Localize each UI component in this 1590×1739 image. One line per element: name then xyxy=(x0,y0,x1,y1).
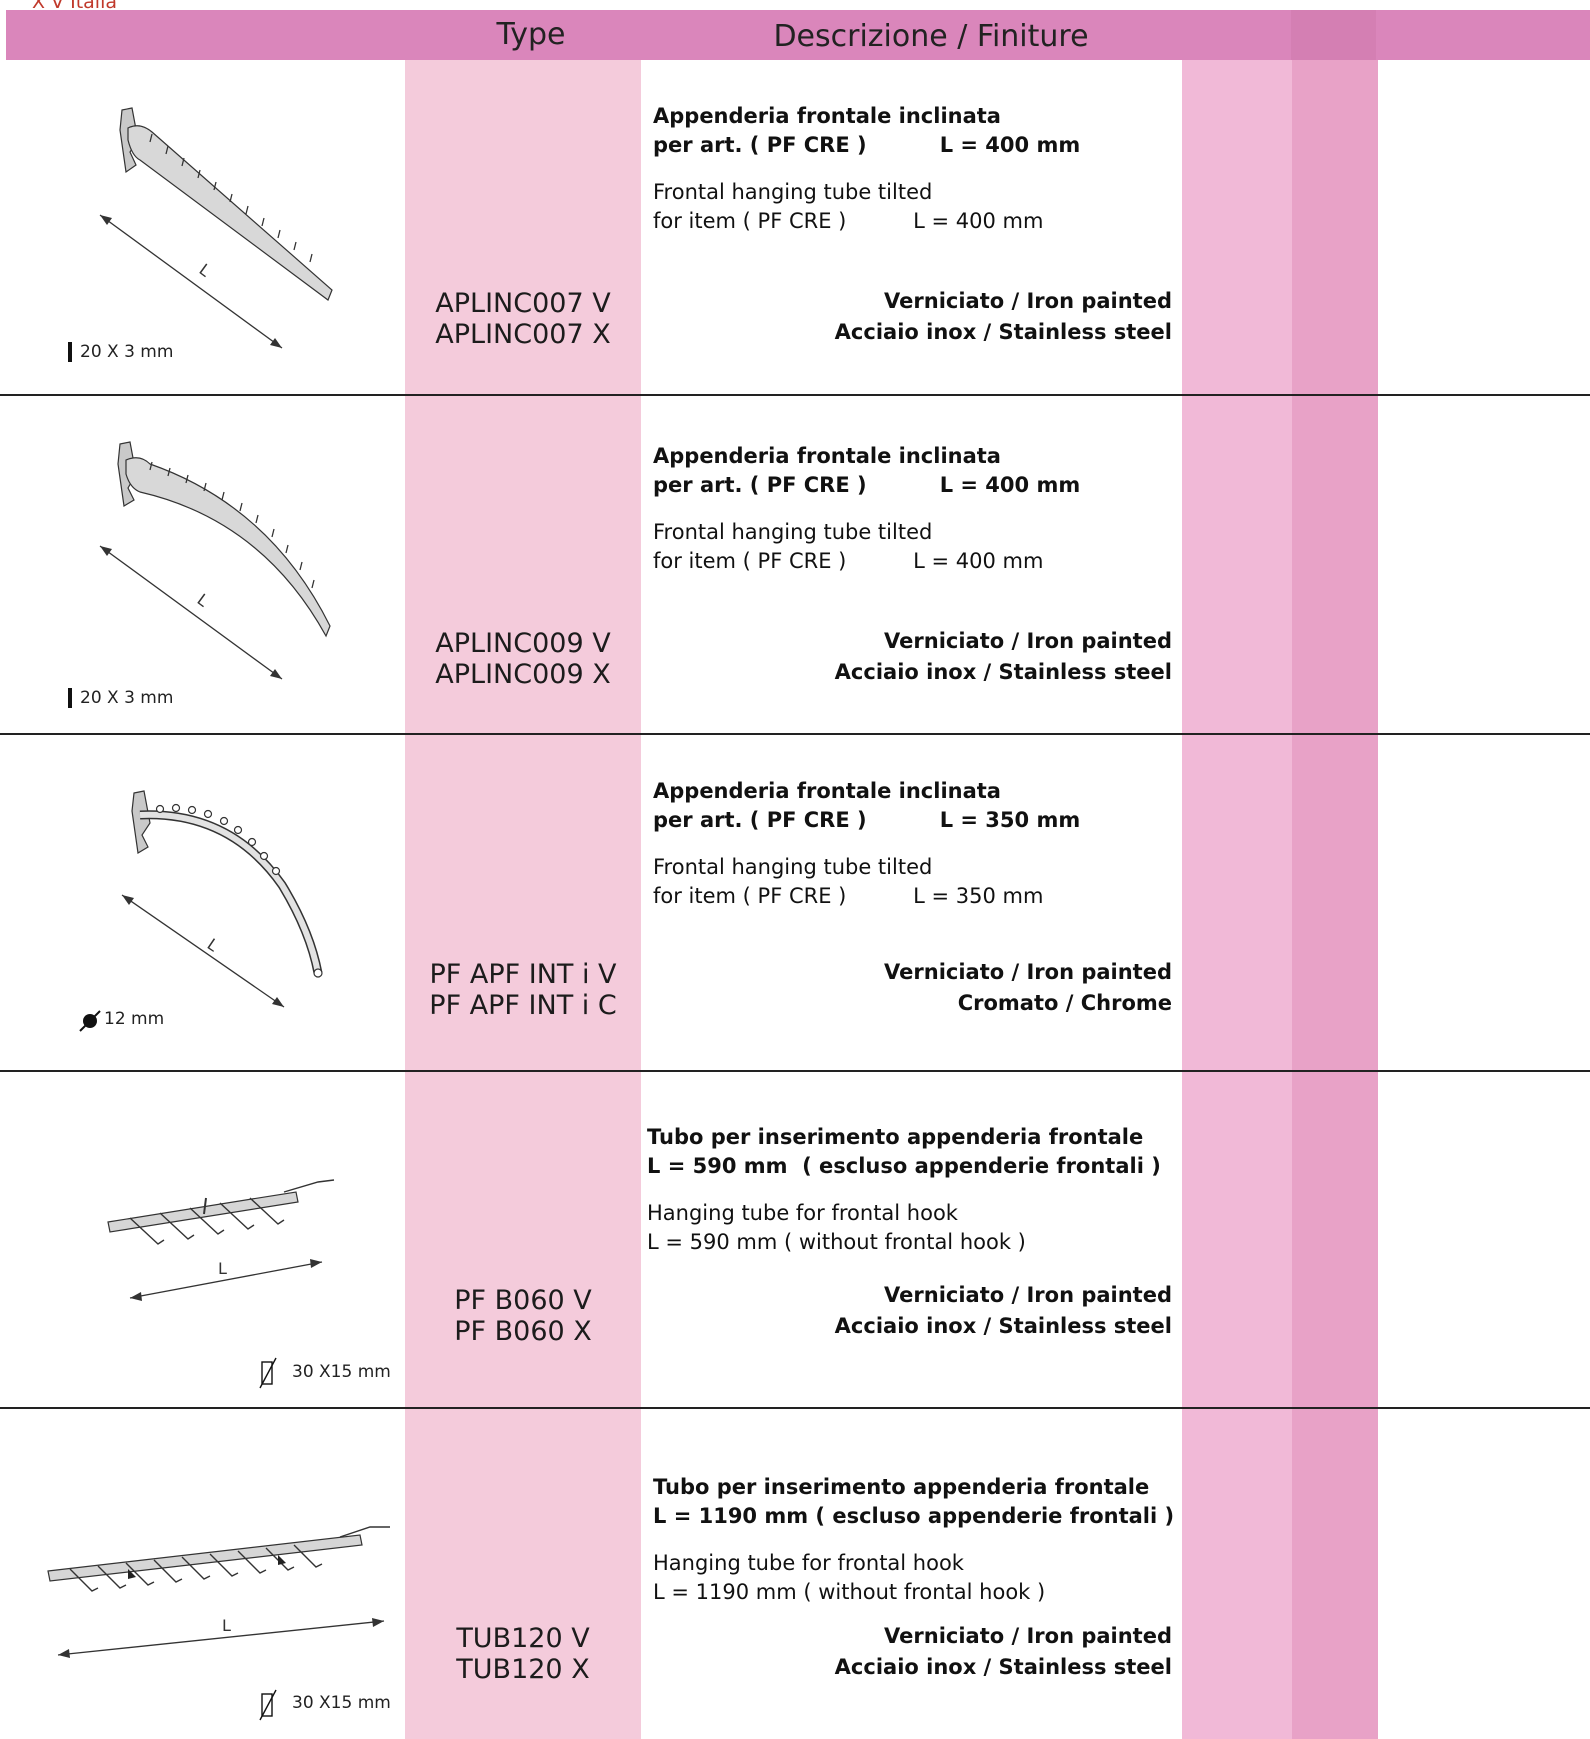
english-subtitle: L = 590 mm ( without frontal hook ) xyxy=(647,1230,1026,1254)
finishes: Verniciato / Iron painted Acciaio inox /… xyxy=(835,1621,1172,1683)
italian-subtitle: per art. ( PF CRE ) L = 350 mm xyxy=(653,808,1081,832)
finishes: Verniciato / Iron painted Acciaio inox /… xyxy=(835,626,1172,688)
product-row: L 20 X 3 mm APLINC009 V APLINC009 X Appe… xyxy=(0,396,1590,733)
italian-title: Appenderia frontale inclinata xyxy=(653,779,1001,803)
product-codes: PF APF INT i V PF APF INT i C xyxy=(405,959,641,1021)
product-drawing-straight-bracket: L xyxy=(99,107,333,349)
finish-option: Cromato / Chrome xyxy=(957,991,1172,1015)
english-title: Frontal hanging tube tilted xyxy=(653,180,933,204)
header-description: Descrizione / Finiture xyxy=(773,19,1089,54)
finish-option: Verniciato / Iron painted xyxy=(884,629,1172,653)
length-mark: L xyxy=(218,1259,227,1278)
dimension-label: 30 X15 mm xyxy=(292,1362,391,1382)
finish-option: Acciaio inox / Stainless steel xyxy=(834,1314,1172,1338)
finishes: Verniciato / Iron painted Acciaio inox /… xyxy=(835,286,1172,348)
product-code: PF APF INT i V xyxy=(429,959,617,990)
product-codes: APLINC009 V APLINC009 X xyxy=(405,628,641,690)
length-mark: L xyxy=(194,590,212,611)
finish-column-band-b xyxy=(1292,60,1378,1739)
product-drawing-curved-tube: L xyxy=(79,790,323,1032)
product-drawing-long-tube: L xyxy=(47,1526,390,1721)
rect-tube-section-icon xyxy=(259,1689,277,1721)
italian-title: Tubo per inserimento appenderia frontale xyxy=(653,1475,1150,1499)
dimension-label: 20 X 3 mm xyxy=(68,688,173,708)
product-code: TUB120 V xyxy=(456,1623,590,1654)
finish-option: Acciaio inox / Stainless steel xyxy=(834,1655,1172,1679)
length-mark: L xyxy=(204,935,222,956)
flat-bar-icon xyxy=(68,342,72,362)
type-column-band xyxy=(405,60,641,1739)
description: Appenderia frontale inclinata per art. (… xyxy=(653,102,1080,236)
product-code: PF B060 V xyxy=(454,1285,592,1316)
description: Appenderia frontale inclinata per art. (… xyxy=(653,442,1080,576)
header-type: Type xyxy=(496,17,566,52)
length-mark: L xyxy=(222,1616,231,1635)
product-code: APLINC007 X xyxy=(435,319,611,350)
header-band xyxy=(1291,10,1376,60)
rect-tube-section-icon xyxy=(259,1357,277,1389)
italian-subtitle: L = 1190 mm ( escluso appenderie frontal… xyxy=(653,1504,1175,1528)
english-subtitle: L = 1190 mm ( without frontal hook ) xyxy=(653,1580,1046,1604)
english-title: Frontal hanging tube tilted xyxy=(653,855,933,879)
row-divider xyxy=(0,733,1590,735)
product-code: PF APF INT i C xyxy=(429,990,617,1021)
english-title: Frontal hanging tube tilted xyxy=(653,520,933,544)
italian-title: Appenderia frontale inclinata xyxy=(653,104,1001,128)
product-codes: APLINC007 V APLINC007 X xyxy=(405,288,641,350)
description: Tubo per inserimento appenderia frontale… xyxy=(653,1473,1174,1607)
product-code: APLINC009 V xyxy=(435,628,611,659)
product-row: L 30 X15 mm TUB120 V TUB120 X Tubo per i… xyxy=(0,1409,1590,1739)
product-codes: TUB120 V TUB120 X xyxy=(405,1623,641,1685)
row-divider xyxy=(0,1070,1590,1072)
product-code: TUB120 X xyxy=(456,1654,590,1685)
product-codes: PF B060 V PF B060 X xyxy=(405,1285,641,1347)
product-code: PF B060 X xyxy=(454,1316,592,1347)
finish-option: Acciaio inox / Stainless steel xyxy=(834,320,1172,344)
description: Appenderia frontale inclinata per art. (… xyxy=(653,777,1080,911)
row-divider xyxy=(0,394,1590,396)
table-header: Type Descrizione / Finiture xyxy=(6,10,1590,60)
flat-bar-icon xyxy=(68,688,72,708)
product-code: APLINC007 V xyxy=(435,288,611,319)
english-title: Hanging tube for frontal hook xyxy=(647,1201,958,1225)
product-code: APLINC009 X xyxy=(435,659,611,690)
dimension-label: 20 X 3 mm xyxy=(68,342,173,362)
english-subtitle: for item ( PF CRE ) L = 400 mm xyxy=(653,549,1044,573)
italian-title: Appenderia frontale inclinata xyxy=(653,444,1001,468)
english-subtitle: for item ( PF CRE ) L = 350 mm xyxy=(653,884,1044,908)
finish-option: Verniciato / Iron painted xyxy=(884,1624,1172,1648)
description: Tubo per inserimento appenderia frontale… xyxy=(647,1123,1161,1257)
product-drawing-curved-bracket: L xyxy=(99,441,331,680)
row-divider xyxy=(0,1407,1590,1409)
product-drawing-short-tube: L xyxy=(107,1179,335,1389)
italian-subtitle: per art. ( PF CRE ) L = 400 mm xyxy=(653,473,1081,497)
italian-subtitle: per art. ( PF CRE ) L = 400 mm xyxy=(653,133,1081,157)
product-row: L 20 X 3 mm APLINC007 V APLINC007 X Appe… xyxy=(0,60,1590,394)
diameter-icon xyxy=(79,1010,101,1032)
english-title: Hanging tube for frontal hook xyxy=(653,1551,964,1575)
italian-title: Tubo per inserimento appenderia frontale xyxy=(647,1125,1144,1149)
product-row: L 12 mm PF APF INT i V PF APF INT i C Ap… xyxy=(0,735,1590,1070)
finish-option: Verniciato / Iron painted xyxy=(884,289,1172,313)
italian-subtitle: L = 590 mm ( escluso appenderie frontali… xyxy=(647,1154,1161,1178)
finishes: Verniciato / Iron painted Acciaio inox /… xyxy=(835,1280,1172,1342)
dimension-label: 30 X15 mm xyxy=(292,1693,391,1713)
dimension-label: 12 mm xyxy=(104,1009,165,1029)
brand-logo-text: X V Italia xyxy=(32,0,117,13)
finish-option: Verniciato / Iron painted xyxy=(884,1283,1172,1307)
english-subtitle: for item ( PF CRE ) L = 400 mm xyxy=(653,209,1044,233)
finishes: Verniciato / Iron painted Cromato / Chro… xyxy=(884,957,1172,1019)
length-mark: L xyxy=(196,260,214,281)
finish-option: Verniciato / Iron painted xyxy=(884,960,1172,984)
finish-column-band-a xyxy=(1182,60,1292,1739)
finish-option: Acciaio inox / Stainless steel xyxy=(834,660,1172,684)
product-row: L 30 X15 mm PF B060 V PF B060 X Tubo per… xyxy=(0,1072,1590,1407)
